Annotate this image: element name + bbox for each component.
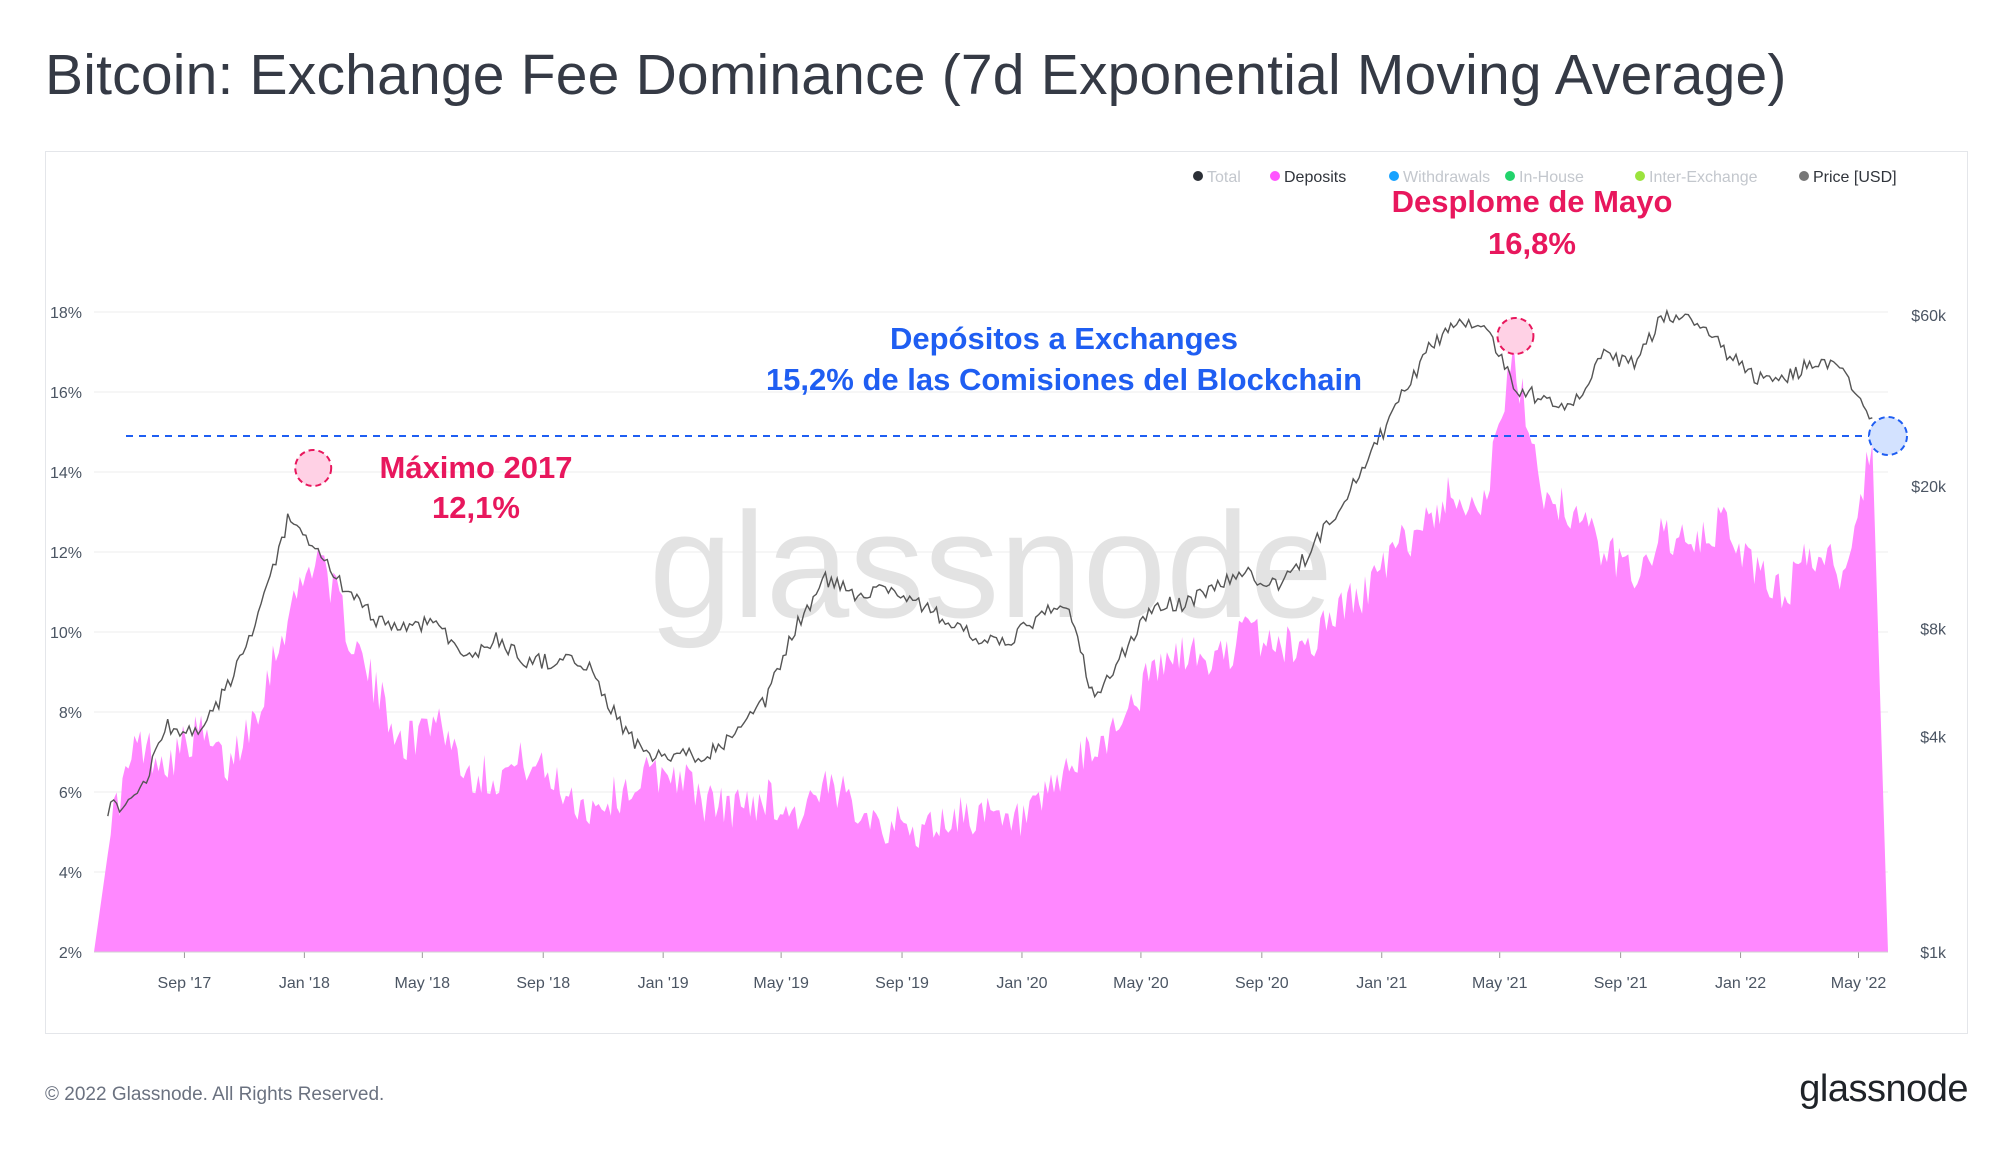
price-line — [107, 308, 1873, 817]
y-right-tick-label: $60k — [1911, 308, 1947, 325]
legend-marker — [1193, 171, 1203, 181]
y-left-tick-label: 16% — [50, 385, 82, 402]
y-right-tick-label: $1k — [1920, 945, 1947, 962]
annotation-deposits-title: Depósitos a Exchanges — [890, 321, 1238, 356]
annotation-deposits-value: 15,2% de las Comisiones del Blockchain — [766, 362, 1362, 397]
annotation-2017-value: 12,1% — [432, 490, 520, 525]
legend-item-label: Withdrawals — [1403, 169, 1490, 186]
y-left-tick-label: 8% — [59, 705, 82, 722]
copyright-text: © 2022 Glassnode. All Rights Reserved. — [45, 1084, 385, 1105]
x-tick-label: Jan '21 — [1356, 975, 1407, 992]
annotation-may-title: Desplome de Mayo — [1392, 184, 1673, 219]
deposits-area-layer — [94, 341, 1888, 952]
annotation-marker-current — [1868, 416, 1908, 456]
deposits-area — [94, 341, 1888, 952]
legend-marker — [1799, 171, 1809, 181]
glassnode-logo: glassnode — [1799, 1068, 1968, 1110]
x-tick-label: Sep '21 — [1594, 975, 1648, 992]
y-left-tick-label: 6% — [59, 785, 82, 802]
y-left-tick-label: 14% — [50, 465, 82, 482]
x-tick-label: Jan '19 — [638, 975, 689, 992]
annotation-marker-may — [1496, 317, 1535, 355]
x-tick-label: Jan '22 — [1715, 975, 1766, 992]
y-right-tick-label: $8k — [1920, 622, 1947, 639]
x-tick-label: Sep '18 — [516, 975, 570, 992]
legend-marker — [1270, 171, 1280, 181]
chart-legend: Total Deposits Withdrawals In-House Inter-Ex… — [1193, 169, 1897, 186]
y-left-axis: 2% 4% 6% 8% 10% 12% 14% 16% 18% — [50, 305, 82, 962]
x-tick-label: Sep '17 — [158, 975, 212, 992]
x-tick-label: May '19 — [753, 975, 809, 992]
y-left-tick-label: 2% — [59, 945, 82, 962]
x-tick-label: Sep '20 — [1235, 975, 1289, 992]
annotation-may-value: 16,8% — [1488, 226, 1576, 261]
y-left-tick-label: 10% — [50, 625, 82, 642]
y-left-tick-label: 18% — [50, 305, 82, 322]
x-tick-label: May '21 — [1472, 975, 1528, 992]
x-tick-label: May '20 — [1113, 975, 1169, 992]
legend-marker — [1389, 171, 1399, 181]
x-tick-label: Jan '18 — [279, 975, 330, 992]
x-tick-label: May '22 — [1831, 975, 1887, 992]
y-right-axis: $1k $4k $8k $20k $60k — [1911, 308, 1947, 962]
annotation-marker-2017 — [294, 449, 333, 487]
page-title: Bitcoin: Exchange Fee Dominance (7d Expo… — [45, 43, 1787, 107]
legend-item-label: Inter-Exchange — [1649, 169, 1758, 186]
watermark: glassnode — [649, 481, 1333, 649]
annotations: Máximo 2017 12,1% Desplome de Mayo 16,8% Dep… — [126, 184, 1908, 525]
x-tick-label: Jan '20 — [996, 975, 1047, 992]
y-right-tick-label: $20k — [1911, 479, 1947, 496]
y-right-tick-label: $4k — [1920, 729, 1947, 746]
legend-marker — [1635, 171, 1645, 181]
legend-item-label: Total — [1207, 169, 1241, 186]
x-tick-label: Sep '19 — [875, 975, 929, 992]
legend-item-label: In-House — [1519, 169, 1584, 186]
annotation-2017-title: Máximo 2017 — [380, 450, 573, 485]
chart-panel: glassnode 2% 4% 6% 8% 10% 12% 14% 16% 18% $1k $4k… — [45, 151, 1968, 1034]
price-line-layer — [107, 308, 1873, 817]
y-left-tick-label: 12% — [50, 545, 82, 562]
legend-marker — [1505, 171, 1515, 181]
chart-svg: glassnode 2% 4% 6% 8% 10% 12% 14% 16% 18% $1k $4k… — [50, 169, 1947, 992]
legend-item-label: Price [USD] — [1813, 169, 1897, 186]
x-axis: Sep '17 Jan '18 May '18 Sep '18 Jan '19 May '… — [94, 951, 1888, 992]
x-tick-label: May '18 — [395, 975, 451, 992]
legend-item-label: Deposits — [1284, 169, 1346, 186]
y-left-tick-label: 4% — [59, 865, 82, 882]
